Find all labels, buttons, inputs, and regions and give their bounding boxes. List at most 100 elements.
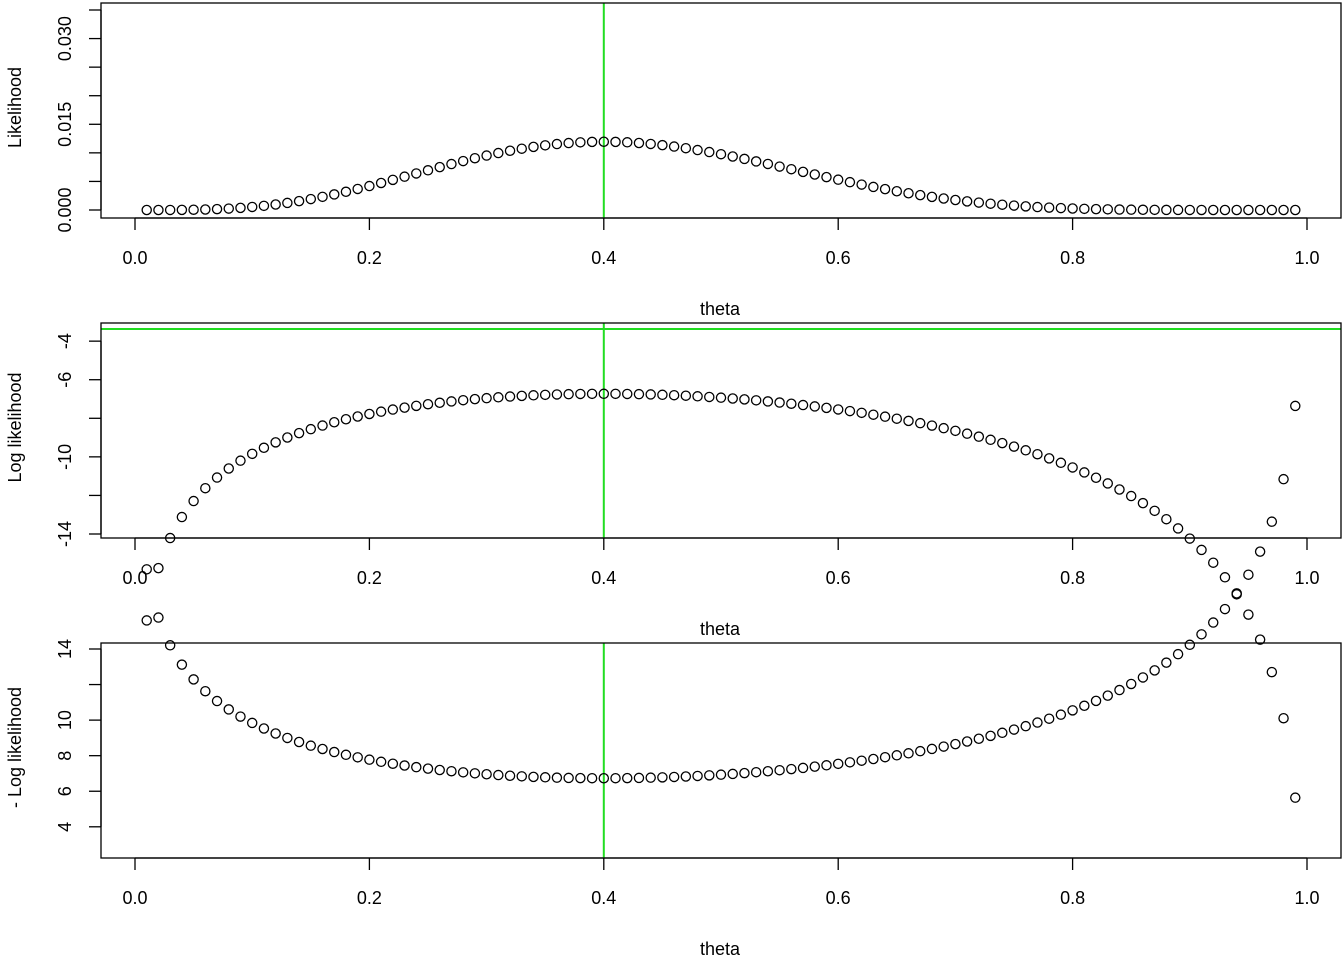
plot-box-likelihood xyxy=(100,2,1342,219)
data-point xyxy=(375,177,387,189)
data-point xyxy=(692,144,703,156)
data-point xyxy=(903,415,914,427)
data-point xyxy=(282,197,293,209)
data-point xyxy=(141,564,152,575)
data-point xyxy=(539,389,551,401)
data-point xyxy=(575,388,586,400)
data-point xyxy=(821,402,832,414)
data-point xyxy=(528,141,539,153)
data-point xyxy=(399,171,410,182)
data-point xyxy=(1161,657,1172,668)
data-point xyxy=(645,772,656,783)
data-point xyxy=(715,148,727,160)
data-point xyxy=(1207,557,1219,568)
y-tick-label: -4 xyxy=(55,333,75,349)
data-point xyxy=(868,181,879,193)
data-point xyxy=(750,766,762,778)
data-point xyxy=(235,202,246,214)
data-point xyxy=(750,156,762,167)
data-point xyxy=(340,186,352,198)
x-axis-label-neg-log-likelihood: theta xyxy=(700,939,741,959)
data-point xyxy=(786,763,797,775)
x-tick-label: 0.2 xyxy=(357,248,382,268)
x-tick-label: 0.8 xyxy=(1060,888,1085,908)
data-point xyxy=(844,757,856,768)
data-point xyxy=(153,204,164,216)
data-point xyxy=(1207,617,1219,628)
data-point xyxy=(200,482,211,494)
data-point xyxy=(903,188,914,199)
data-point xyxy=(1067,462,1078,473)
data-point xyxy=(293,195,305,207)
data-point xyxy=(176,204,188,216)
data-point xyxy=(704,146,715,158)
data-point xyxy=(469,393,481,405)
data-point xyxy=(235,711,246,722)
data-point xyxy=(1032,201,1043,213)
data-point xyxy=(563,772,574,784)
data-point xyxy=(223,704,235,715)
data-point xyxy=(997,727,1008,739)
data-point xyxy=(1196,544,1207,556)
data-point xyxy=(985,434,996,446)
x-tick-label: 0.0 xyxy=(122,568,147,588)
data-point xyxy=(1278,204,1289,216)
data-point xyxy=(621,137,633,148)
data-point xyxy=(610,136,621,148)
data-point xyxy=(856,755,867,766)
data-point xyxy=(1102,478,1114,489)
data-point xyxy=(598,773,610,784)
y-axis-label-log-likelihood: Log likelihood xyxy=(5,372,25,482)
data-point xyxy=(141,615,152,626)
data-point xyxy=(246,201,258,213)
data-point xyxy=(516,771,528,782)
y-axis-label-neg-log-likelihood: - Log likelihood xyxy=(5,687,25,808)
data-point xyxy=(1032,717,1043,728)
y-tick-label: 0.015 xyxy=(55,102,75,147)
x-tick-label: 0.4 xyxy=(591,888,616,908)
data-point xyxy=(762,158,774,170)
data-point xyxy=(879,411,891,422)
data-point xyxy=(832,758,844,770)
data-point xyxy=(411,168,422,179)
data-point xyxy=(305,740,317,751)
data-point xyxy=(551,389,563,400)
data-point xyxy=(457,767,469,778)
data-point xyxy=(1161,513,1172,525)
data-point xyxy=(657,139,668,151)
data-point xyxy=(692,391,703,402)
data-point xyxy=(1254,204,1266,216)
data-point xyxy=(809,169,821,180)
data-point xyxy=(200,204,211,215)
data-point xyxy=(1219,204,1231,216)
data-point xyxy=(1290,400,1301,412)
x-axis-neg-log-likelihood: 0.0 0.2 0.4 0.6 0.8 1.0 xyxy=(122,857,1320,908)
data-point xyxy=(938,422,949,434)
data-point xyxy=(1243,204,1254,216)
data-point xyxy=(539,772,551,783)
data-point xyxy=(950,194,961,206)
data-point xyxy=(950,425,961,437)
data-point xyxy=(774,397,785,408)
data-point xyxy=(1290,204,1301,216)
data-point xyxy=(774,764,785,776)
y-axis-label-likelihood: Likelihood xyxy=(5,67,25,148)
data-point xyxy=(938,193,949,204)
data-point xyxy=(153,612,164,623)
data-point xyxy=(657,389,668,401)
data-point xyxy=(586,388,598,400)
data-point xyxy=(563,137,574,149)
data-point xyxy=(1243,569,1254,580)
data-point xyxy=(645,389,656,400)
points-likelihood xyxy=(141,136,1301,216)
data-point xyxy=(551,772,563,783)
data-point xyxy=(1254,634,1266,645)
data-point xyxy=(1020,445,1031,456)
x-axis-label-log-likelihood: theta xyxy=(700,619,741,639)
data-point xyxy=(762,396,774,407)
y-tick-label: -10 xyxy=(55,444,75,470)
data-point xyxy=(1243,609,1254,620)
data-point xyxy=(633,137,645,149)
data-point xyxy=(575,772,586,784)
data-point xyxy=(914,745,926,757)
